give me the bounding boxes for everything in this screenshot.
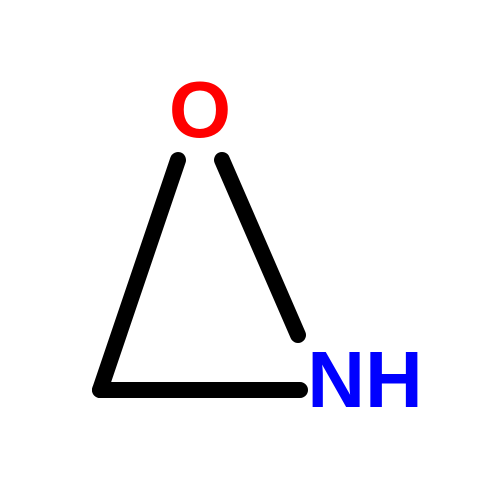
bond-o-n (222, 160, 298, 335)
bond-o-c (100, 160, 178, 390)
molecule-diagram (0, 0, 500, 500)
atom-oxygen-label: O (169, 65, 231, 154)
bonds-group (100, 160, 300, 390)
atom-oxygen: O (169, 64, 231, 156)
atom-nitrogen: NH (307, 334, 423, 426)
atom-nitrogen-label: NH (307, 335, 423, 424)
